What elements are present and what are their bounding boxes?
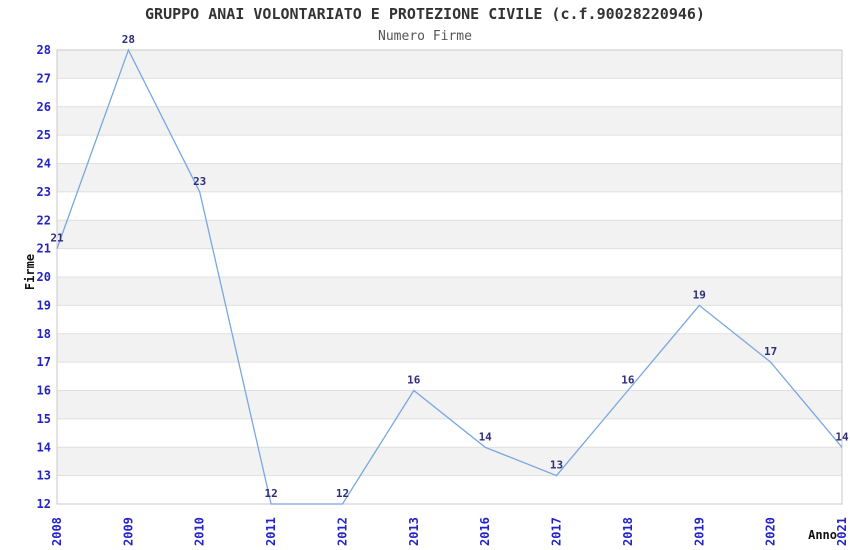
y-tick-label: 16 [37,384,51,398]
plot-border [56,49,843,505]
grid-band [57,78,842,107]
y-tick-label: 14 [37,440,51,454]
data-line [56,48,843,505]
point-value-label: 16 [621,374,635,387]
point-value-label: 23 [193,175,206,188]
point-value-label: 14 [479,430,493,443]
x-tick-label: 2010 [193,517,207,546]
y-tick-label: 27 [37,71,51,85]
grid-band [57,248,842,277]
y-tick-label: 23 [37,185,51,199]
grid-band [57,390,842,419]
x-tick-label: 2009 [121,517,135,546]
grid-band [57,163,842,192]
y-tick-label: 13 [37,469,51,483]
grid-band [57,305,842,334]
point-value-label: 14 [835,430,849,443]
grid-band [57,191,842,221]
y-tick-label: 24 [37,157,51,171]
point-value-label: 13 [550,459,563,472]
grid-band [57,277,842,306]
y-tick-label: 22 [37,213,51,227]
point-value-label: 28 [122,33,135,46]
x-axis-title: Anno [808,528,837,542]
point-value-label: 19 [693,288,706,301]
grid-band [57,475,842,504]
x-tick-label: 2008 [50,517,64,546]
y-tick-label: 12 [37,497,51,511]
grid-band [57,362,842,391]
point-value-label: 17 [764,345,777,358]
grid-band [57,447,842,476]
grid-band [57,418,842,448]
y-tick-label: 20 [37,270,51,284]
point-value-label: 21 [50,232,64,245]
y-tick-label: 15 [37,412,51,426]
chart-subtitle: Numero Firme [378,29,472,44]
grid-band [57,135,842,164]
x-tick-label: 2021 [835,517,849,546]
y-tick-label: 17 [37,355,51,369]
y-tick-label: 25 [37,128,51,142]
grid-band [57,106,842,136]
y-tick-label: 26 [37,100,51,114]
y-tick-label: 19 [37,298,51,312]
x-tick-label: 2011 [264,517,278,546]
grid-band [57,220,842,249]
x-tick-label: 2020 [764,517,778,546]
x-tick-label: 2017 [550,517,564,546]
point-value-label: 16 [407,374,421,387]
x-tick-label: 2019 [692,517,706,546]
point-value-label: 12 [336,487,349,500]
point-value-label: 12 [264,487,277,500]
y-tick-label: 21 [37,242,51,256]
grid-band [57,50,842,79]
x-tick-label: 2016 [478,517,492,546]
x-tick-label: 2012 [336,517,350,546]
x-tick-label: 2018 [621,517,635,546]
y-tick-label: 18 [37,327,51,341]
x-tick-label: 2013 [407,517,421,546]
grid-band [57,333,842,363]
chart-title: GRUPPO ANAI VOLONTARIATO E PROTEZIONE CI… [145,5,705,23]
y-tick-label: 28 [37,43,51,57]
